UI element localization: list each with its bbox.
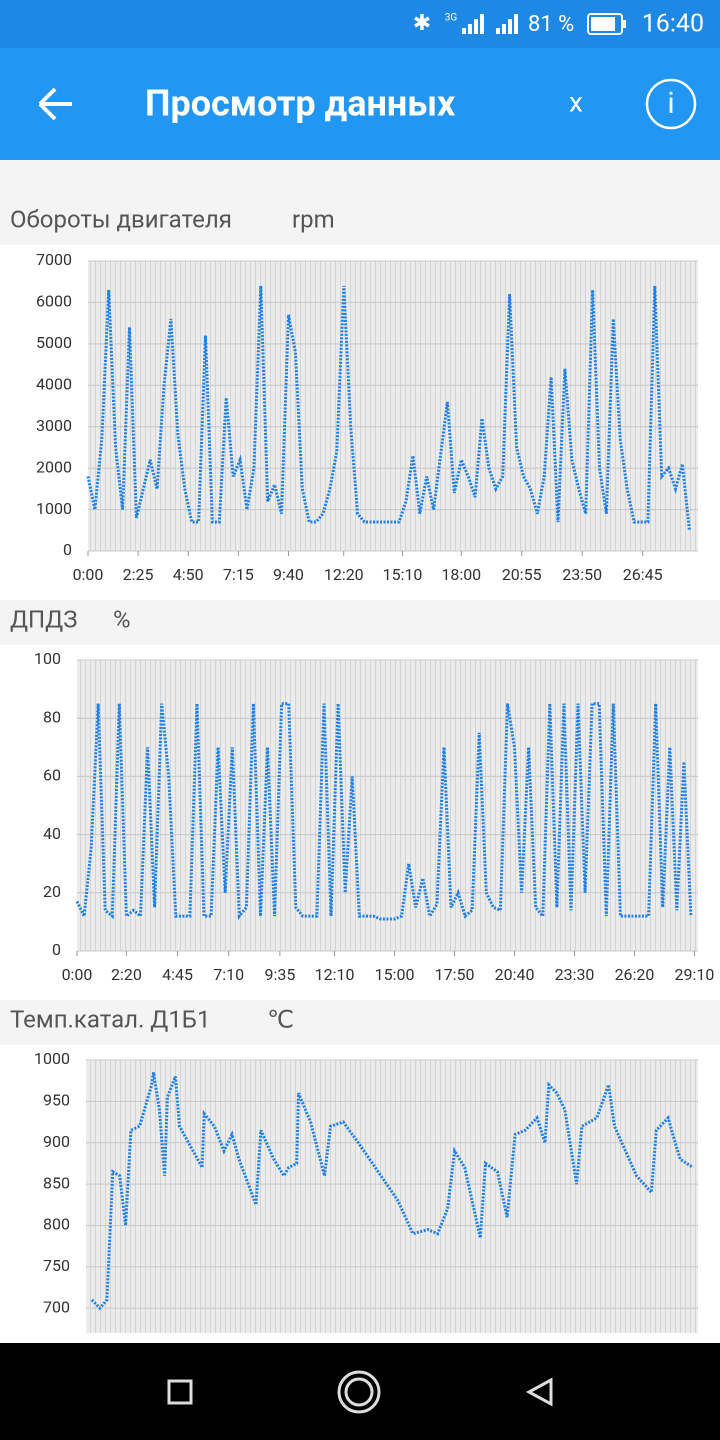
info-button[interactable] [645,78,697,130]
minor-grid [77,660,698,951]
y-tick-label: 7000 [36,250,72,269]
recents-button[interactable] [167,1379,193,1405]
x-tick-label: 18:00 [441,565,481,584]
y-tick-label: 4000 [36,375,72,394]
minor-grid [86,1060,698,1333]
x-tick-label: 0:00 [73,565,104,584]
y-tick-label: 40 [43,824,61,843]
clock: 16:40 [642,10,704,39]
x-tick-label: 20:40 [495,965,535,984]
data-line [90,1072,694,1311]
y-tick-label: 700 [43,1297,70,1316]
x-tick-label: 4:45 [162,965,193,984]
battery-percent: 81 % [528,12,574,37]
y-tick-label: 3000 [36,416,72,435]
x-tick-label: 20:55 [502,565,542,584]
x-tick-label: 15:10 [383,565,423,584]
chart-unit: % [113,605,131,633]
x-tick-label: 12:10 [315,965,355,984]
charts: Обороты двигателя rpm01000200030004000500… [0,205,720,1343]
y-tick-label: 60 [43,766,61,785]
x-tick-label: 9:40 [273,565,304,584]
x-tick-label: 7:15 [223,565,254,584]
x-tick-label: 4:50 [173,565,204,584]
y-tick-label: 1000 [36,499,72,518]
app-bar [0,48,720,160]
x-tick-label: 26:20 [615,965,655,984]
y-tick-label: 100 [34,649,61,668]
back-button[interactable] [38,87,72,121]
y-tick-label: 1000 [34,1049,70,1068]
x-tick-label: 12:20 [324,565,364,584]
y-tick-label: 850 [43,1173,70,1192]
chart-title: Темп.катал. Д1Б1 [10,1005,210,1033]
x-tick-label: 2:25 [123,565,154,584]
y-tick-label: 80 [43,707,61,726]
battery-icon [587,13,626,35]
chart-unit: ℃ [267,1005,294,1033]
data-line [75,702,693,922]
y-tick-label: 5000 [36,333,72,352]
x-tick-label: 7:10 [213,965,244,984]
chart-title: Обороты двигателя [10,205,232,233]
x-tick-label: 23:30 [555,965,595,984]
network-type: 3G [445,13,458,24]
back-nav-button[interactable] [525,1377,553,1407]
y-tick-label: 750 [43,1256,70,1275]
y-tick-label: 950 [43,1091,70,1110]
x-tick-label: 23:50 [562,565,602,584]
y-tick-label: 0 [63,540,72,559]
y-tick-label: 800 [43,1215,70,1234]
chart-title: ДПДЗ [10,605,77,633]
close-button[interactable]: x [569,85,583,118]
x-tick-label: 2:20 [111,965,142,984]
x-tick-label: 26:45 [623,565,663,584]
x-tick-label: 9:35 [264,965,295,984]
y-tick-label: 2000 [36,457,72,476]
nav-bar [0,1343,720,1440]
data-line [86,285,691,531]
y-tick-label: 6000 [36,292,72,311]
bluetooth-icon: ✱ [413,11,431,36]
x-tick-label: 0:00 [62,965,93,984]
app-title: Просмотр данных [145,83,456,125]
y-tick-label: 0 [52,940,61,959]
x-tick-label: 17:50 [435,965,475,984]
y-tick-label: 20 [43,882,61,901]
x-tick-label: 15:00 [375,965,415,984]
y-tick-label: 900 [43,1132,70,1151]
home-button[interactable] [337,1370,381,1414]
signal-icons [462,14,518,34]
info-icon[interactable]: i [667,86,674,121]
x-tick-label: 29:10 [675,965,715,984]
home-inner [344,1377,374,1407]
chart-unit: rpm [292,205,335,233]
